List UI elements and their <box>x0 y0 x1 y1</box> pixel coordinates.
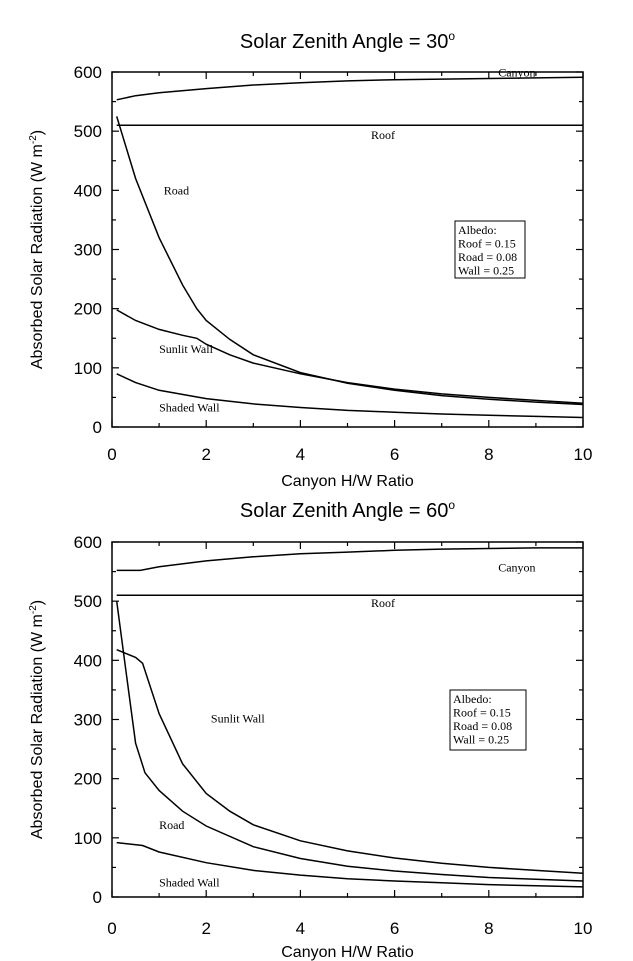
y-tick-label: 400 <box>74 651 102 670</box>
legend-entry: Wall = 0.25 <box>458 264 514 278</box>
x-tick-label: 10 <box>574 445 593 464</box>
x-axis-title: Canyon H/W Ratio <box>281 944 414 961</box>
x-tick-label: 10 <box>574 919 593 938</box>
y-axis-title-suffix: ) <box>29 130 46 135</box>
y-tick-label: 300 <box>74 711 102 730</box>
series-label-shaded-wall: Shaded Wall <box>159 401 220 415</box>
x-tick-label: 0 <box>107 445 116 464</box>
chart-title: Solar Zenith Angle = 60o <box>240 498 455 522</box>
y-tick-label: 100 <box>74 829 102 848</box>
y-tick-label: 600 <box>74 533 102 552</box>
x-tick-label: 0 <box>107 919 116 938</box>
series-label-roof: Roof <box>371 596 395 610</box>
chart-title-degree: o <box>448 29 455 43</box>
series-line-shaded-wall <box>116 841 584 888</box>
y-tick-label: 600 <box>74 63 102 82</box>
y-axis-title: Absorbed Solar Radiation (W m-2) <box>28 600 46 839</box>
series-label-road: Road <box>159 818 184 832</box>
y-tick-label: 300 <box>74 241 102 260</box>
series-line-sunlit-wall <box>116 649 584 875</box>
legend-entry: Wall = 0.25 <box>453 733 509 747</box>
x-tick-label: 8 <box>484 445 493 464</box>
series-label-canyon: Canyon <box>498 561 535 575</box>
series-line-shaded-wall <box>116 373 584 419</box>
x-tick-label: 2 <box>201 445 210 464</box>
x-tick-label: 2 <box>201 919 210 938</box>
series-label-road: Road <box>164 183 189 197</box>
x-axis-title: Canyon H/W Ratio <box>281 473 414 490</box>
y-axis-title-superscript: -2 <box>28 605 39 614</box>
albedo-legend-box <box>449 689 527 751</box>
legend-title: Albedo: <box>458 223 497 237</box>
series-label-sunlit-wall: Sunlit Wall <box>211 711 265 725</box>
y-axis-title: Absorbed Solar Radiation (W m-2) <box>28 130 46 369</box>
chart-title: Solar Zenith Angle = 30o <box>240 29 455 53</box>
chart-title-text: Solar Zenith Angle = 60 <box>240 500 448 522</box>
series-line-road <box>115 116 584 406</box>
chart-title-text: Solar Zenith Angle = 30 <box>240 31 448 53</box>
y-tick-label: 500 <box>74 592 102 611</box>
y-tick-label: 0 <box>93 888 102 907</box>
series-label-canyon: Canyon <box>498 66 535 80</box>
x-tick-label: 8 <box>484 919 493 938</box>
legend-title: Albedo: <box>453 692 492 706</box>
y-axis-title-text: Absorbed Solar Radiation (W m <box>29 614 46 839</box>
legend-entry: Road = 0.08 <box>453 719 512 733</box>
y-tick-label: 100 <box>74 359 102 378</box>
y-axis-title-superscript: -2 <box>28 135 39 144</box>
series-line-canyon <box>116 547 583 572</box>
x-tick-label: 4 <box>296 445 305 464</box>
y-tick-label: 400 <box>74 181 102 200</box>
y-tick-label: 200 <box>74 770 102 789</box>
series-line-road <box>115 601 584 882</box>
legend-entry: Roof = 0.15 <box>458 237 516 251</box>
y-tick-label: 0 <box>93 418 102 437</box>
y-tick-label: 200 <box>74 300 102 319</box>
y-tick-label: 500 <box>74 122 102 141</box>
legend-entry: Roof = 0.15 <box>453 706 511 720</box>
y-axis-title-suffix: ) <box>29 600 46 605</box>
series-line-canyon <box>116 76 584 101</box>
x-tick-label: 4 <box>296 919 305 938</box>
albedo-legend-box <box>454 220 526 279</box>
x-tick-label: 6 <box>390 919 399 938</box>
x-tick-label: 6 <box>390 445 399 464</box>
series-label-roof: Roof <box>371 128 395 142</box>
chart-title-degree: o <box>448 498 455 512</box>
legend-entry: Road = 0.08 <box>458 250 517 264</box>
y-axis-title-text: Absorbed Solar Radiation (W m <box>29 144 46 369</box>
series-line-sunlit-wall <box>116 309 584 405</box>
series-label-shaded-wall: Shaded Wall <box>159 875 220 889</box>
series-label-sunlit-wall: Sunlit Wall <box>159 342 213 356</box>
